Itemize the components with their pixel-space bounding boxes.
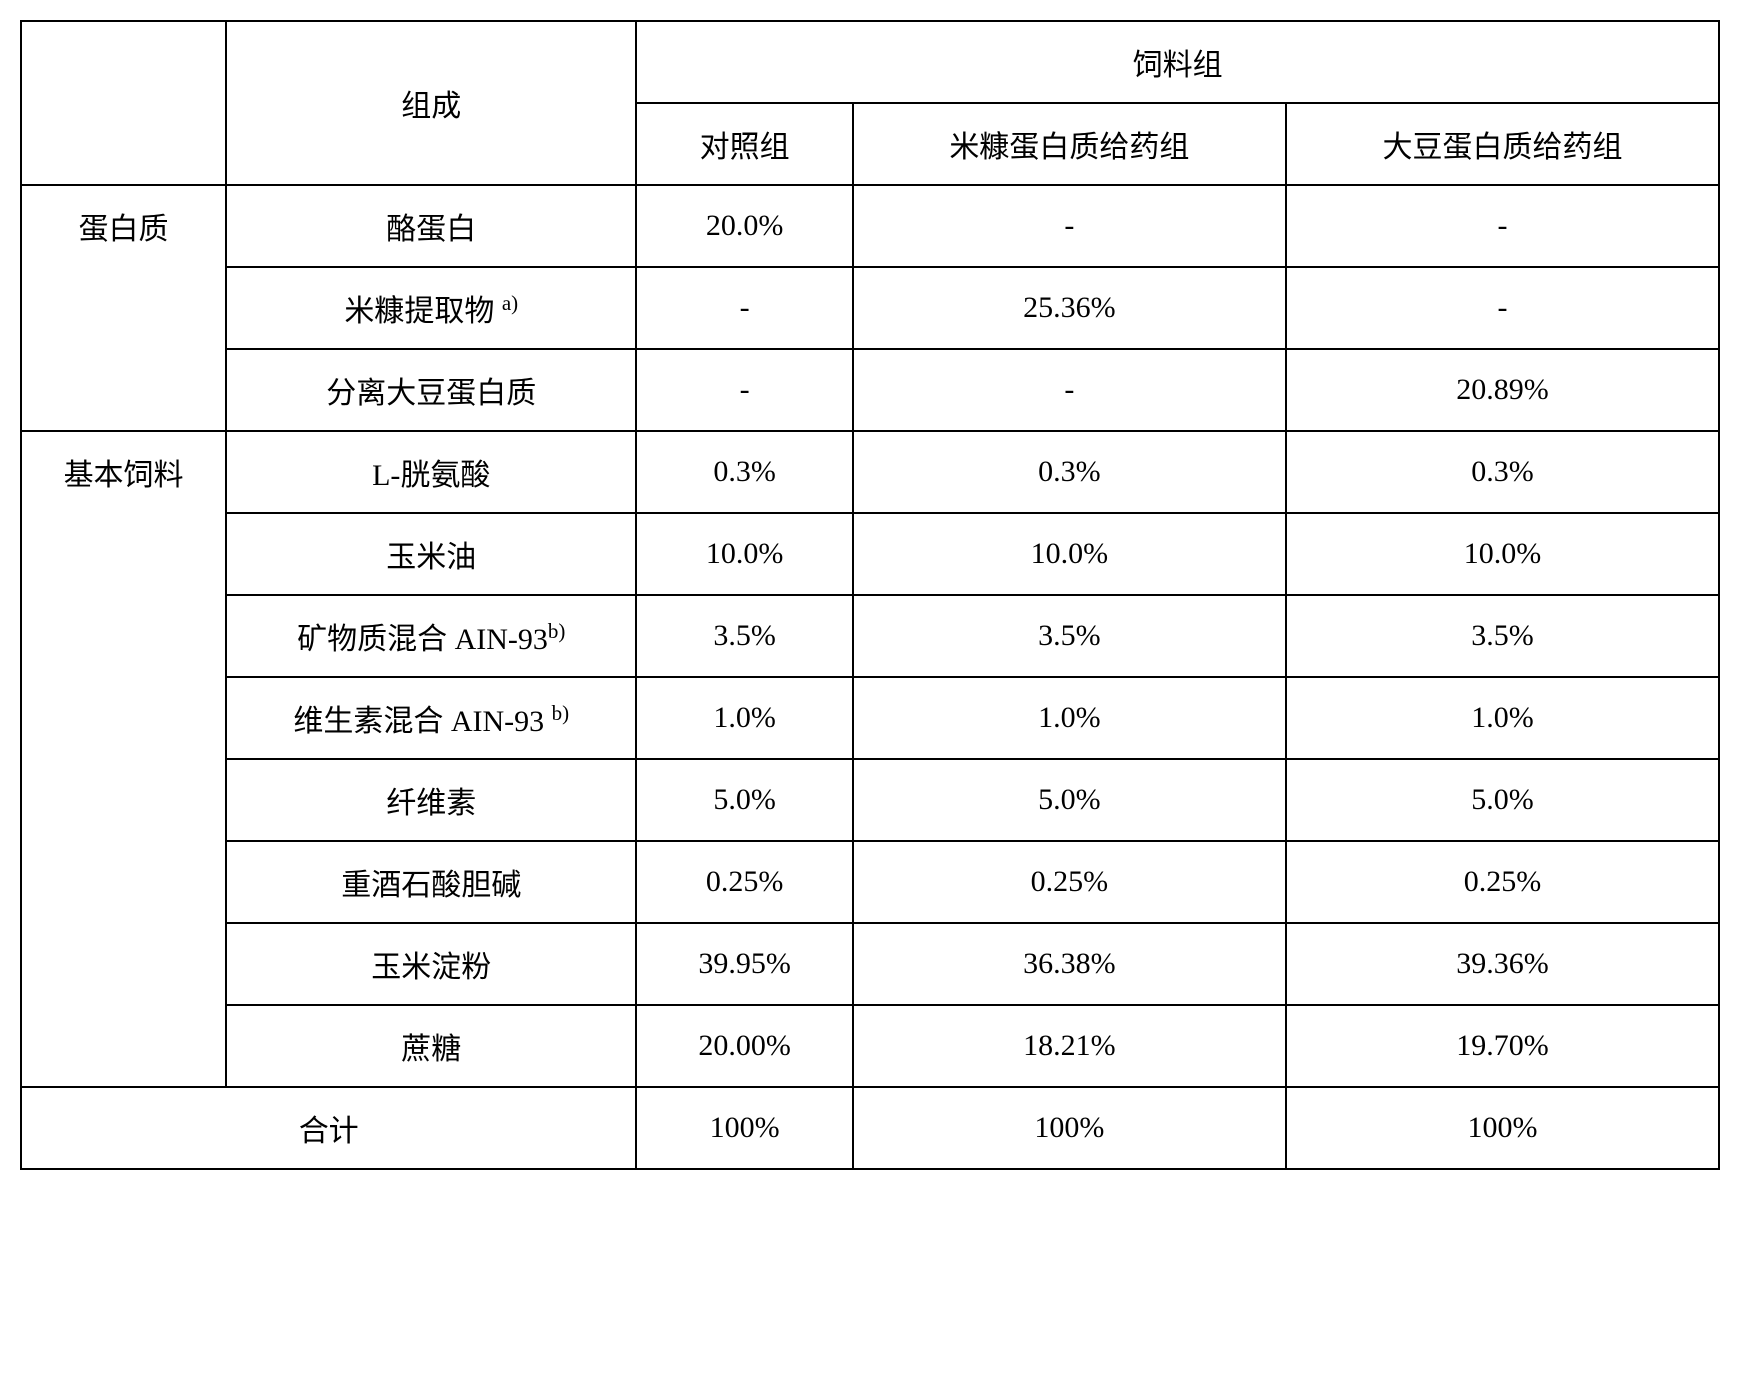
header-control: 对照组 (636, 103, 853, 185)
table-row: 基本饲料 L-胱氨酸 0.3% 0.3% 0.3% (21, 431, 1719, 513)
cell-rice: 10.0% (853, 513, 1286, 595)
cell-control: 39.95% (636, 923, 853, 1005)
table-row: 重酒石酸胆碱 0.25% 0.25% 0.25% (21, 841, 1719, 923)
header-blank (21, 21, 226, 185)
cell-control: 3.5% (636, 595, 853, 677)
table-row: 米糠提取物 a) - 25.36% - (21, 267, 1719, 349)
ingredient-name: 矿物质混合 AIN-93b) (226, 595, 636, 677)
ingredient-name: 重酒石酸胆碱 (226, 841, 636, 923)
cell-soy: 10.0% (1286, 513, 1719, 595)
cell-soy: 1.0% (1286, 677, 1719, 759)
cell-soy: 20.89% (1286, 349, 1719, 431)
table-header-row: 组成 饲料组 (21, 21, 1719, 103)
cell-rice: 25.36% (853, 267, 1286, 349)
table-row: 维生素混合 AIN-93 b) 1.0% 1.0% 1.0% (21, 677, 1719, 759)
total-control: 100% (636, 1087, 853, 1169)
cell-control: 5.0% (636, 759, 853, 841)
table-row: 蛋白质 酪蛋白 20.0% - - (21, 185, 1719, 267)
cell-rice: 36.38% (853, 923, 1286, 1005)
table-row: 纤维素 5.0% 5.0% 5.0% (21, 759, 1719, 841)
table-total-row: 合计 100% 100% 100% (21, 1087, 1719, 1169)
feed-composition-table: 组成 饲料组 对照组 米糠蛋白质给药组 大豆蛋白质给药组 蛋白质 酪蛋白 20.… (20, 20, 1720, 1170)
total-label: 合计 (21, 1087, 636, 1169)
table-row: 矿物质混合 AIN-93b) 3.5% 3.5% 3.5% (21, 595, 1719, 677)
section-protein-label: 蛋白质 (21, 185, 226, 431)
cell-rice: 1.0% (853, 677, 1286, 759)
cell-control: - (636, 349, 853, 431)
cell-control: 0.3% (636, 431, 853, 513)
ingredient-name: L-胱氨酸 (226, 431, 636, 513)
cell-soy: 19.70% (1286, 1005, 1719, 1087)
cell-soy: 5.0% (1286, 759, 1719, 841)
ingredient-name: 酪蛋白 (226, 185, 636, 267)
ingredient-name: 维生素混合 AIN-93 b) (226, 677, 636, 759)
ingredient-name: 蔗糖 (226, 1005, 636, 1087)
ingredient-name: 玉米油 (226, 513, 636, 595)
cell-control: - (636, 267, 853, 349)
cell-control: 0.25% (636, 841, 853, 923)
table-row: 玉米油 10.0% 10.0% 10.0% (21, 513, 1719, 595)
ingredient-name: 玉米淀粉 (226, 923, 636, 1005)
header-feed-group: 饲料组 (636, 21, 1719, 103)
cell-rice: 18.21% (853, 1005, 1286, 1087)
cell-soy: - (1286, 267, 1719, 349)
header-soy: 大豆蛋白质给药组 (1286, 103, 1719, 185)
cell-soy: 39.36% (1286, 923, 1719, 1005)
table-row: 蔗糖 20.00% 18.21% 19.70% (21, 1005, 1719, 1087)
table-row: 分离大豆蛋白质 - - 20.89% (21, 349, 1719, 431)
cell-rice: 5.0% (853, 759, 1286, 841)
cell-rice: 3.5% (853, 595, 1286, 677)
ingredient-name: 米糠提取物 a) (226, 267, 636, 349)
cell-soy: 0.3% (1286, 431, 1719, 513)
header-composition: 组成 (226, 21, 636, 185)
total-soy: 100% (1286, 1087, 1719, 1169)
cell-soy: 3.5% (1286, 595, 1719, 677)
cell-control: 1.0% (636, 677, 853, 759)
cell-rice: - (853, 349, 1286, 431)
cell-control: 20.0% (636, 185, 853, 267)
table-row: 玉米淀粉 39.95% 36.38% 39.36% (21, 923, 1719, 1005)
cell-control: 20.00% (636, 1005, 853, 1087)
ingredient-name: 纤维素 (226, 759, 636, 841)
section-base-label: 基本饲料 (21, 431, 226, 1087)
cell-rice: - (853, 185, 1286, 267)
cell-control: 10.0% (636, 513, 853, 595)
cell-rice: 0.3% (853, 431, 1286, 513)
ingredient-name: 分离大豆蛋白质 (226, 349, 636, 431)
cell-soy: - (1286, 185, 1719, 267)
header-rice: 米糠蛋白质给药组 (853, 103, 1286, 185)
cell-rice: 0.25% (853, 841, 1286, 923)
total-rice: 100% (853, 1087, 1286, 1169)
cell-soy: 0.25% (1286, 841, 1719, 923)
